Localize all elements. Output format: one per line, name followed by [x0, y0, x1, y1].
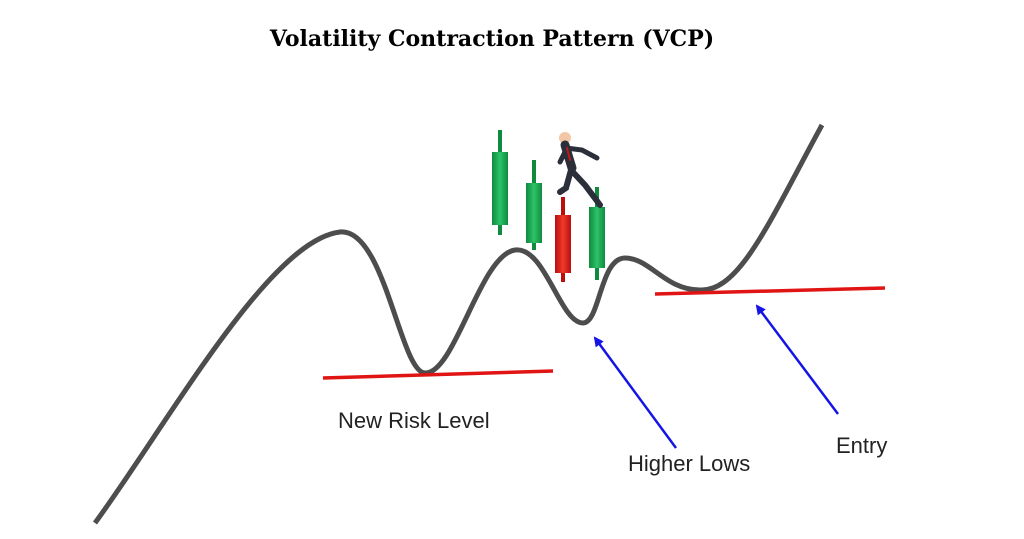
- candles: [492, 130, 605, 282]
- arrow: [755, 304, 839, 415]
- running-man: [557, 132, 603, 208]
- label: New Risk Level: [338, 408, 490, 433]
- label: Entry: [836, 433, 887, 458]
- risk-level-line: [322, 369, 554, 380]
- label: Higher Lows: [628, 451, 750, 476]
- entry-level-line: [654, 286, 886, 296]
- arrow: [593, 336, 678, 449]
- price-curve: [92, 123, 825, 525]
- title: Volatility Contraction Pattern (VCP): [269, 26, 714, 52]
